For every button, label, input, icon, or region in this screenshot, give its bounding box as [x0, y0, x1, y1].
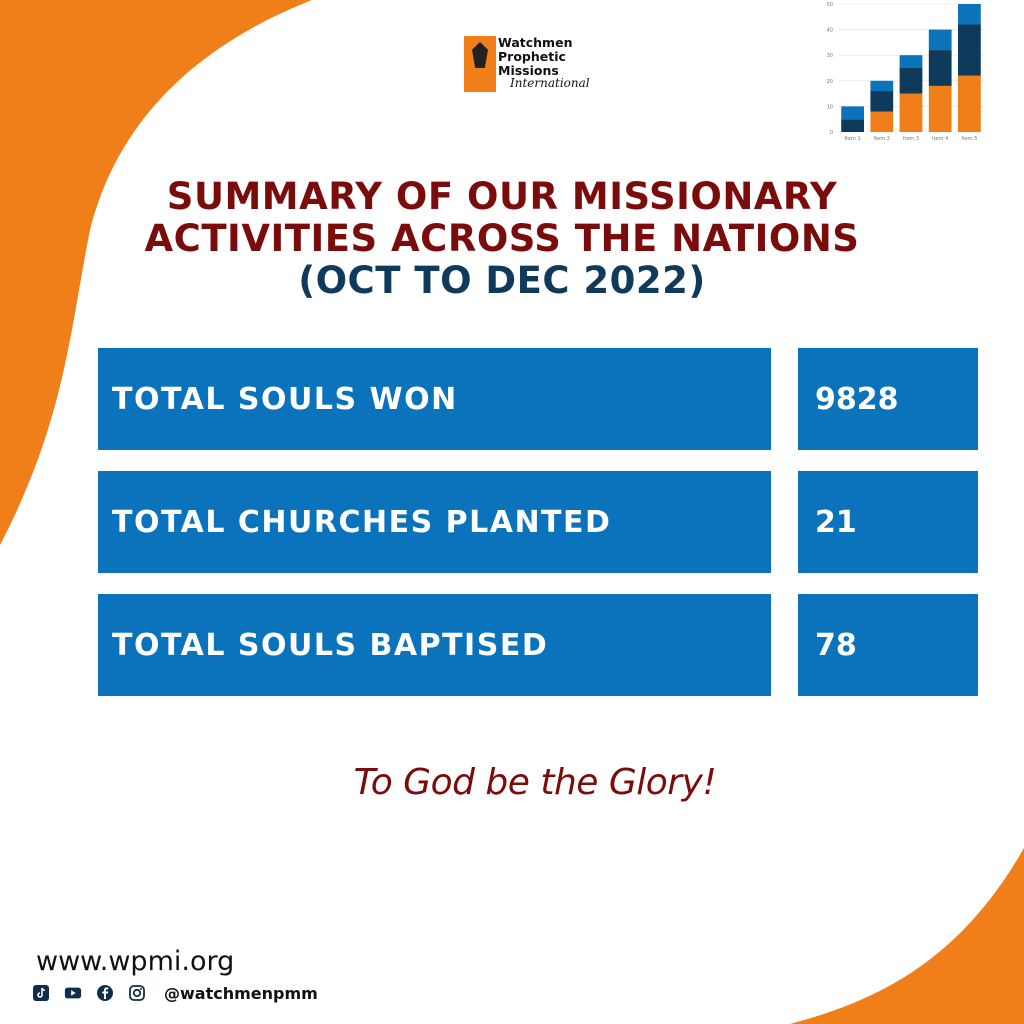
logo-line-3: Missions	[498, 63, 559, 78]
stat-label: TOTAL SOULS BAPTISED	[98, 594, 771, 696]
stat-row-souls-won: TOTAL SOULS WON 9828	[98, 348, 978, 450]
chart-x-tick-label: Item 1	[845, 136, 861, 142]
chart-bar-segment	[870, 80, 894, 92]
orange-wave-bottom-right	[790, 848, 1024, 1024]
website-link[interactable]: www.wpmi.org	[36, 946, 235, 977]
chart-bar-segment	[870, 111, 894, 132]
chart-x-tick-label: Item 3	[903, 136, 919, 142]
chart-y-tick-label: 30	[827, 53, 833, 59]
chart-y-tick-label: 0	[830, 130, 833, 136]
instagram-icon[interactable]	[128, 984, 146, 1002]
stat-value: 9828	[798, 348, 978, 450]
chart-x-tick-label: Item 2	[874, 136, 890, 142]
stat-row-souls-baptised: TOTAL SOULS BAPTISED 78	[98, 594, 978, 696]
chart-bar-segment	[841, 106, 864, 120]
title-line-2: ACTIVITIES ACROSS THE NATIONS	[144, 217, 860, 260]
chart-bar-segment	[870, 91, 894, 112]
logo-text: Watchmen Prophetic Missions	[498, 36, 572, 78]
logo-line-2: Prophetic	[498, 49, 566, 64]
facebook-icon[interactable]	[96, 984, 114, 1002]
logo-emblem	[464, 36, 496, 92]
chart-y-tick-label: 10	[827, 104, 833, 110]
stat-row-churches-planted: TOTAL CHURCHES PLANTED 21	[98, 471, 978, 573]
stat-label: TOTAL CHURCHES PLANTED	[98, 471, 771, 573]
orange-wave-left	[0, 0, 312, 545]
youtube-icon[interactable]	[64, 984, 82, 1002]
tiktok-icon[interactable]	[32, 984, 50, 1002]
decorative-bar-chart: 0 10 20 30 40 50 Item 1 Item 2 Item 3 Item 4 Item …	[827, 2, 984, 142]
chart-y-tick-label: 50	[827, 2, 833, 8]
chart-x-tick-label: Item 5	[961, 136, 977, 142]
social-handle[interactable]: @watchmenpmm	[164, 983, 318, 1003]
stat-value: 78	[798, 594, 978, 696]
chart-bar-segment	[958, 4, 981, 25]
organization-logo: Watchmen Prophetic Missions Internationa…	[464, 36, 590, 94]
chart-bar-segment	[958, 24, 981, 76]
chart-bar-segment	[958, 75, 981, 132]
glory-message: To God be the Glory!	[353, 762, 717, 803]
chart-y-tick-label: 40	[827, 28, 833, 34]
chart-bar-segment	[899, 93, 923, 132]
chart-bar-segment	[841, 119, 864, 132]
social-links: @watchmenpmm	[32, 982, 318, 1004]
chart-bar-segment	[899, 55, 923, 68]
stat-value: 21	[798, 471, 978, 573]
chart-bar-segment	[928, 29, 952, 51]
chart-bar-segment	[928, 85, 952, 132]
chart-bar-segment	[928, 50, 952, 86]
stat-label: TOTAL SOULS WON	[98, 348, 771, 450]
title-line-3: (OCT TO DEC 2022)	[298, 259, 706, 302]
chart-y-tick-label: 20	[827, 79, 833, 85]
title-line-1: SUMMARY OF OUR MISSIONARY	[166, 175, 838, 218]
chart-bar-segment	[899, 68, 923, 94]
logo-line-1: Watchmen	[498, 35, 573, 50]
logo-script: International	[510, 76, 590, 90]
chart-x-tick-label: Item 4	[932, 136, 948, 142]
page-title: SUMMARY OF OUR MISSIONARY ACTIVITIES ACR…	[0, 176, 1004, 302]
